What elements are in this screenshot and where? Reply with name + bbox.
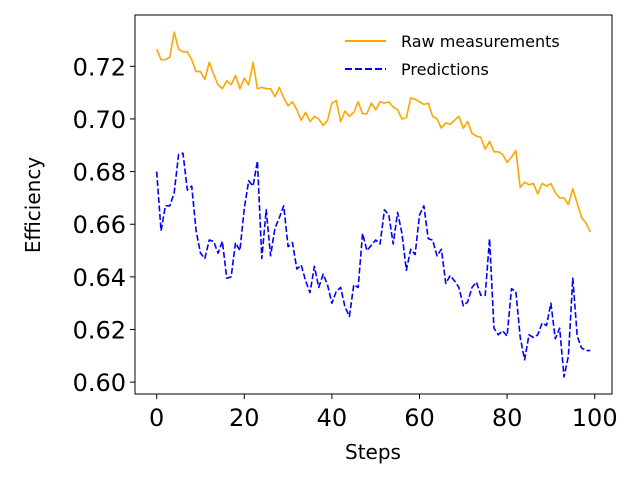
series-line-predictions — [155, 152, 591, 378]
x-tick-label: 80 — [492, 404, 523, 432]
x-tick-label: 100 — [572, 404, 618, 432]
legend: Raw measurements Predictions — [345, 32, 560, 79]
x-tick-label: 0 — [149, 404, 164, 432]
y-tick-label: 0.70 — [73, 106, 126, 134]
x-tick-label: 40 — [317, 404, 348, 432]
y-tick-label: 0.72 — [73, 53, 126, 81]
y-tick-label: 0.60 — [73, 369, 126, 397]
x-axis-title: Steps — [345, 440, 401, 464]
y-axis-title: Efficiency — [21, 157, 45, 254]
plot-frame — [134, 14, 613, 395]
y-tick-label: 0.62 — [73, 317, 126, 345]
x-axis-ticks: 0 20 40 60 80 100 — [149, 394, 618, 432]
series-line-raw-measurements — [155, 31, 592, 233]
x-tick-label: 20 — [229, 404, 260, 432]
x-tick-label: 60 — [404, 404, 435, 432]
legend-label-raw-measurements: Raw measurements — [401, 32, 560, 51]
y-tick-label: 0.66 — [73, 211, 126, 239]
series-layer — [155, 31, 592, 378]
y-tick-label: 0.64 — [73, 264, 126, 292]
legend-label-predictions: Predictions — [401, 60, 489, 79]
y-tick-label: 0.68 — [73, 159, 126, 187]
y-axis-ticks: 0.60 0.62 0.64 0.66 0.68 0.70 0.72 — [73, 53, 135, 397]
